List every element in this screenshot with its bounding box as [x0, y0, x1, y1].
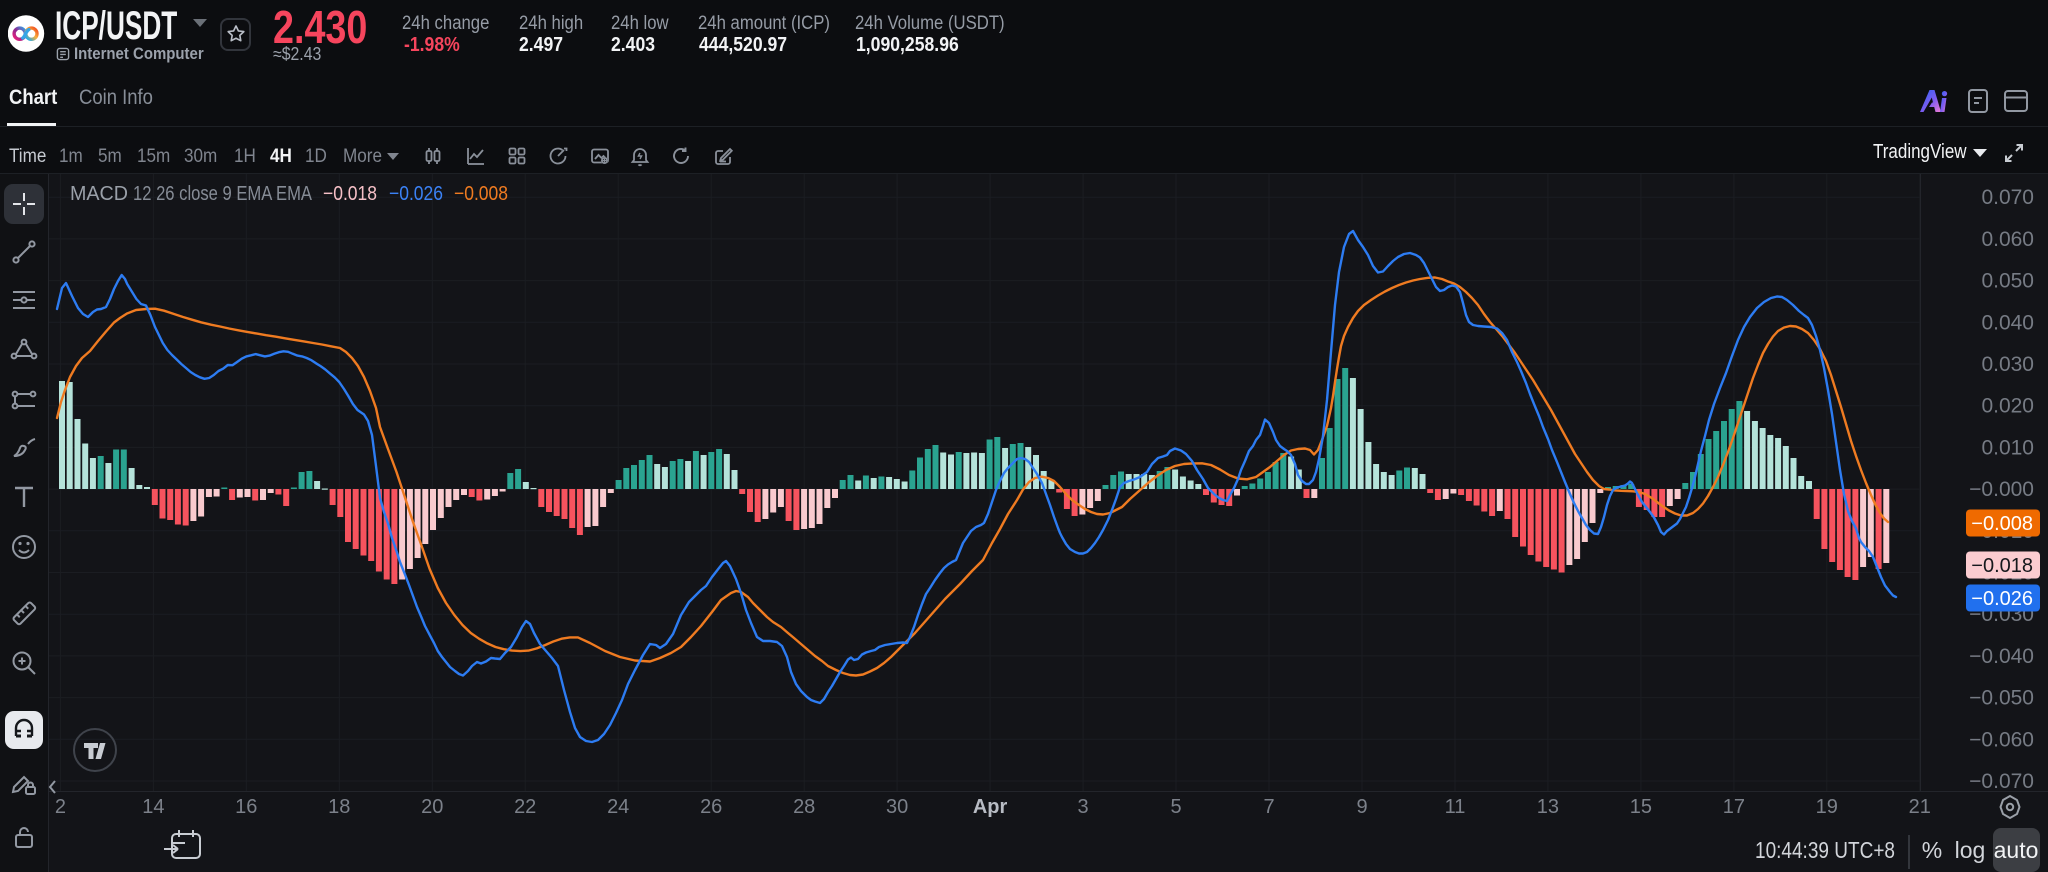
svg-text:0.040: 0.040	[1981, 311, 2034, 334]
svg-text:13: 13	[1537, 796, 1559, 818]
svg-text:9: 9	[1356, 796, 1367, 818]
svg-text:0.050: 0.050	[1981, 270, 2034, 293]
svg-text:26: 26	[700, 796, 722, 818]
svg-text:15: 15	[1630, 796, 1652, 818]
svg-text:log: log	[1955, 837, 1986, 863]
svg-text:0.070: 0.070	[1981, 186, 2034, 209]
svg-text:28: 28	[793, 796, 815, 818]
svg-text:Apr: Apr	[973, 796, 1008, 818]
svg-text:2: 2	[55, 796, 66, 818]
svg-text:24: 24	[607, 796, 629, 818]
svg-text:−0.018: −0.018	[1971, 555, 2033, 577]
svg-text:%: %	[1922, 837, 1942, 863]
svg-text:0.020: 0.020	[1981, 395, 2034, 418]
svg-text:11: 11	[1445, 796, 1466, 818]
svg-text:−0.070: −0.070	[1969, 770, 2034, 793]
svg-text:22: 22	[514, 796, 536, 818]
svg-text:3: 3	[1078, 796, 1089, 818]
svg-text:auto: auto	[1994, 837, 2039, 863]
svg-text:−0.050: −0.050	[1969, 687, 2034, 710]
svg-text:7: 7	[1263, 796, 1274, 818]
svg-text:5: 5	[1170, 796, 1181, 818]
svg-text:10:44:39 UTC+8: 10:44:39 UTC+8	[1755, 837, 1895, 863]
svg-text:−0.060: −0.060	[1969, 728, 2034, 751]
svg-text:−0.000: −0.000	[1969, 478, 2034, 501]
svg-text:−0.026: −0.026	[1971, 588, 2033, 610]
svg-text:18: 18	[328, 796, 350, 818]
svg-text:19: 19	[1816, 796, 1838, 818]
svg-text:20: 20	[421, 796, 443, 818]
svg-text:0.030: 0.030	[1981, 353, 2034, 376]
svg-text:−0.040: −0.040	[1969, 645, 2034, 668]
svg-text:14: 14	[142, 796, 164, 818]
svg-text:30: 30	[886, 796, 908, 818]
svg-text:0.060: 0.060	[1981, 228, 2034, 251]
svg-text:0.010: 0.010	[1981, 436, 2034, 459]
svg-text:16: 16	[235, 796, 257, 818]
svg-text:17: 17	[1723, 796, 1745, 818]
svg-text:21: 21	[1909, 796, 1931, 818]
svg-text:−0.008: −0.008	[1971, 513, 2033, 535]
